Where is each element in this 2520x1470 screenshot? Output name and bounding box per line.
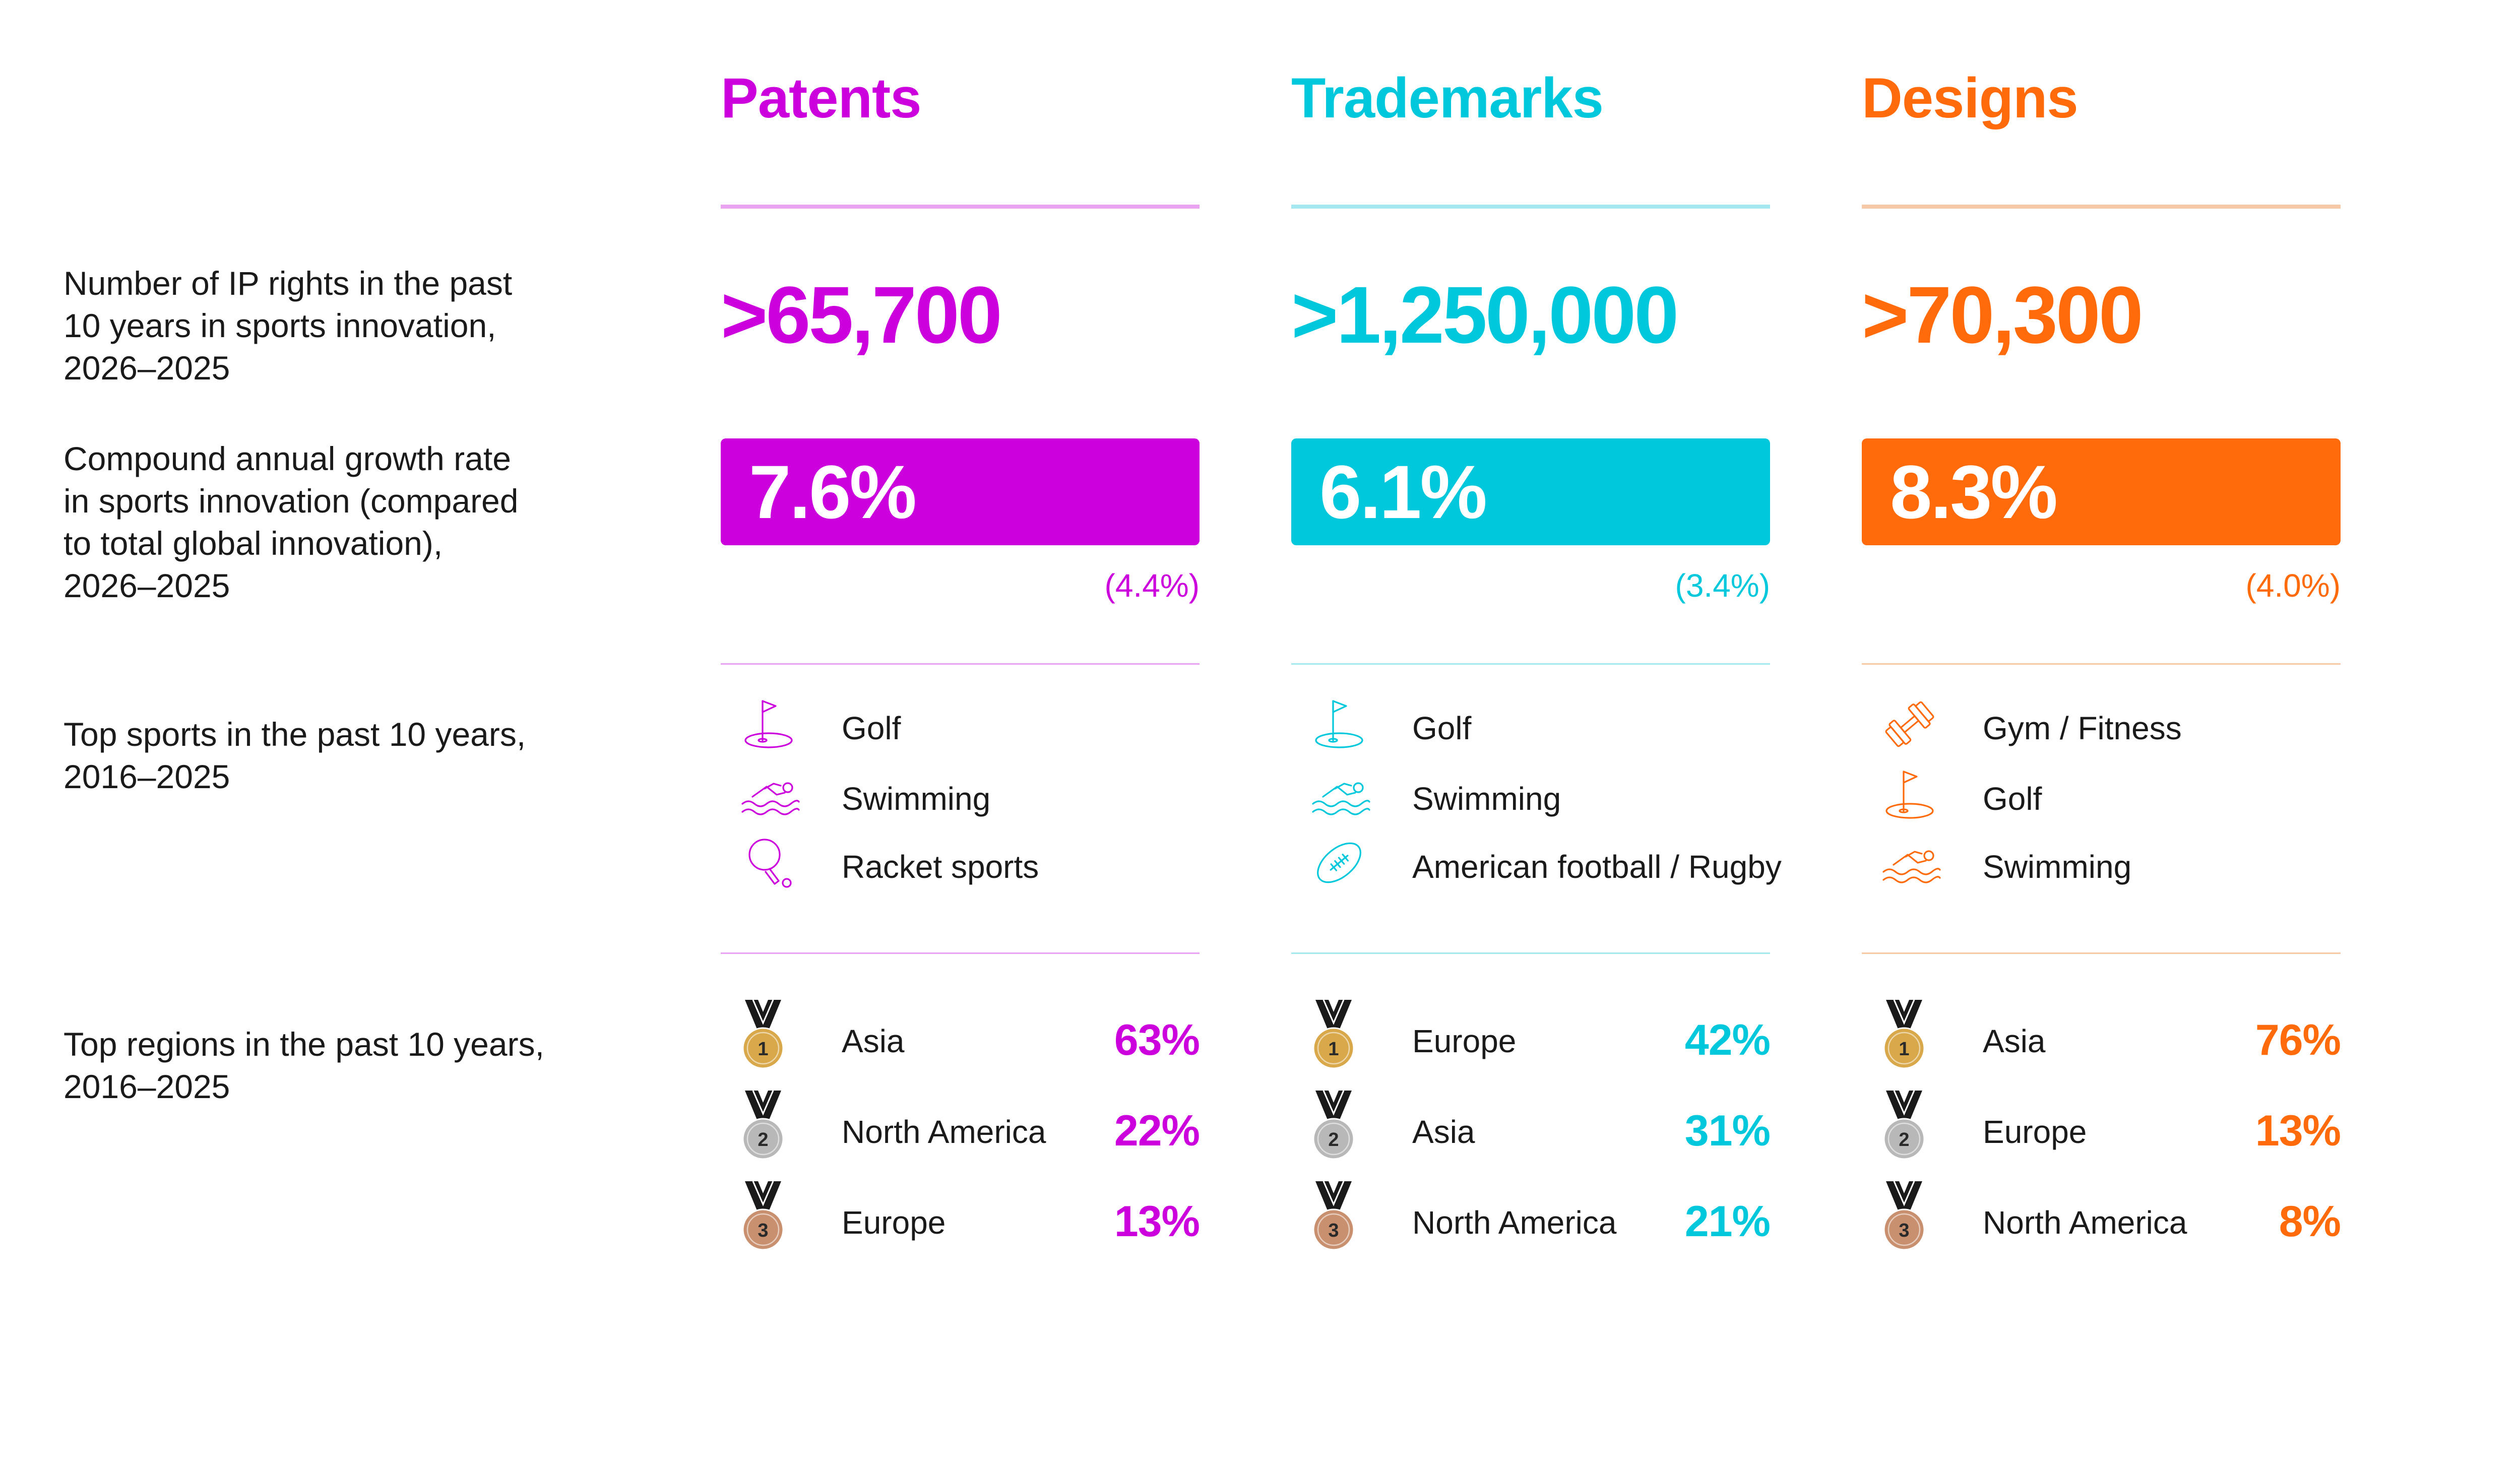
region-label: North America bbox=[1983, 1202, 2187, 1243]
region-label: Asia bbox=[1983, 1021, 2046, 1061]
region-share: 13% bbox=[1114, 1196, 1200, 1247]
sport-label: Golf bbox=[1412, 708, 1471, 748]
region-share: 31% bbox=[1685, 1106, 1770, 1156]
sport-label: Racket sports bbox=[842, 847, 1039, 887]
golf-icon bbox=[1306, 694, 1372, 754]
row-label-top-regions: Top regions in the past 10 years, 2016–2… bbox=[64, 1023, 568, 1108]
section-divider bbox=[721, 952, 1200, 954]
rank-medal-icon: 3 bbox=[1879, 1179, 1929, 1255]
region-label: North America bbox=[842, 1112, 1046, 1152]
rank-medal-icon: 2 bbox=[738, 1089, 788, 1164]
rank-medal-icon: 1 bbox=[738, 998, 788, 1073]
svg-text:1: 1 bbox=[758, 1039, 768, 1060]
svg-text:2: 2 bbox=[1328, 1129, 1339, 1151]
cagr-value: 8.3% bbox=[1890, 449, 2056, 535]
svg-text:2: 2 bbox=[1899, 1129, 1909, 1151]
svg-text:1: 1 bbox=[1328, 1039, 1339, 1060]
row-label-top-sports: Top sports in the past 10 years, 2016–20… bbox=[64, 713, 568, 798]
cagr-box: 7.6% bbox=[721, 438, 1200, 545]
rank-medal-icon: 3 bbox=[738, 1179, 788, 1255]
region-label: Asia bbox=[1412, 1112, 1475, 1152]
section-divider bbox=[1862, 952, 2341, 954]
row-label-ip-rights: Number of IP rights in the past 10 years… bbox=[64, 262, 568, 389]
svg-text:3: 3 bbox=[758, 1220, 768, 1241]
sport-label: Golf bbox=[842, 708, 901, 748]
swimming-icon bbox=[1877, 833, 1942, 893]
rank-medal-icon: 2 bbox=[1879, 1089, 1929, 1164]
racket-sports-icon bbox=[736, 833, 801, 893]
cagr-global-comparison: (3.4%) bbox=[1675, 565, 1771, 606]
sport-label: Swimming bbox=[842, 779, 990, 819]
rank-medal-icon: 1 bbox=[1308, 998, 1359, 1073]
region-share: 13% bbox=[2255, 1106, 2341, 1156]
sport-label: Swimming bbox=[1412, 779, 1561, 819]
cagr-box: 6.1% bbox=[1291, 438, 1770, 545]
swimming-icon bbox=[736, 764, 801, 825]
sport-label: Swimming bbox=[1983, 847, 2131, 887]
sport-label: Golf bbox=[1983, 779, 2042, 819]
region-share: 42% bbox=[1685, 1015, 1770, 1065]
svg-text:2: 2 bbox=[758, 1129, 768, 1151]
sport-label: Gym / Fitness bbox=[1983, 708, 2182, 748]
swimming-icon bbox=[1306, 764, 1372, 825]
cagr-value: 7.6% bbox=[749, 449, 915, 535]
region-share: 63% bbox=[1114, 1015, 1200, 1065]
sport-label: American football / Rugby bbox=[1412, 847, 1782, 887]
region-label: North America bbox=[1412, 1202, 1616, 1243]
section-divider bbox=[721, 663, 1200, 665]
rank-medal-icon: 3 bbox=[1308, 1179, 1359, 1255]
column-title: Designs bbox=[1862, 66, 2078, 131]
ip-rights-count: >1,250,000 bbox=[1291, 267, 1677, 363]
rank-medal-icon: 1 bbox=[1879, 998, 1929, 1073]
title-divider bbox=[1291, 205, 1770, 209]
section-divider bbox=[1862, 663, 2341, 665]
section-divider bbox=[1291, 952, 1770, 954]
cagr-global-comparison: (4.0%) bbox=[2246, 565, 2341, 606]
american-football-icon bbox=[1306, 833, 1372, 893]
cagr-box: 8.3% bbox=[1862, 438, 2341, 545]
cagr-value: 6.1% bbox=[1319, 449, 1486, 535]
title-divider bbox=[721, 205, 1200, 209]
dumbbell-icon bbox=[1877, 694, 1942, 754]
svg-text:3: 3 bbox=[1899, 1220, 1909, 1241]
title-divider bbox=[1862, 205, 2341, 209]
golf-icon bbox=[1877, 764, 1942, 825]
region-label: Asia bbox=[842, 1021, 905, 1061]
region-label: Europe bbox=[842, 1202, 946, 1243]
region-label: Europe bbox=[1412, 1021, 1516, 1061]
column-title: Trademarks bbox=[1291, 66, 1603, 131]
svg-text:1: 1 bbox=[1899, 1039, 1909, 1060]
column-title: Patents bbox=[721, 66, 921, 131]
rank-medal-icon: 2 bbox=[1308, 1089, 1359, 1164]
region-label: Europe bbox=[1983, 1112, 2087, 1152]
svg-text:3: 3 bbox=[1328, 1220, 1339, 1241]
region-share: 22% bbox=[1114, 1106, 1200, 1156]
region-share: 76% bbox=[2255, 1015, 2341, 1065]
ip-rights-count: >70,300 bbox=[1862, 267, 2141, 363]
section-divider bbox=[1291, 663, 1770, 665]
region-share: 21% bbox=[1685, 1196, 1770, 1247]
cagr-global-comparison: (4.4%) bbox=[1105, 565, 1200, 606]
golf-icon bbox=[736, 694, 801, 754]
row-label-cagr: Compound annual growth rate in sports in… bbox=[64, 437, 568, 607]
region-share: 8% bbox=[2279, 1196, 2341, 1247]
ip-rights-count: >65,700 bbox=[721, 267, 1000, 363]
